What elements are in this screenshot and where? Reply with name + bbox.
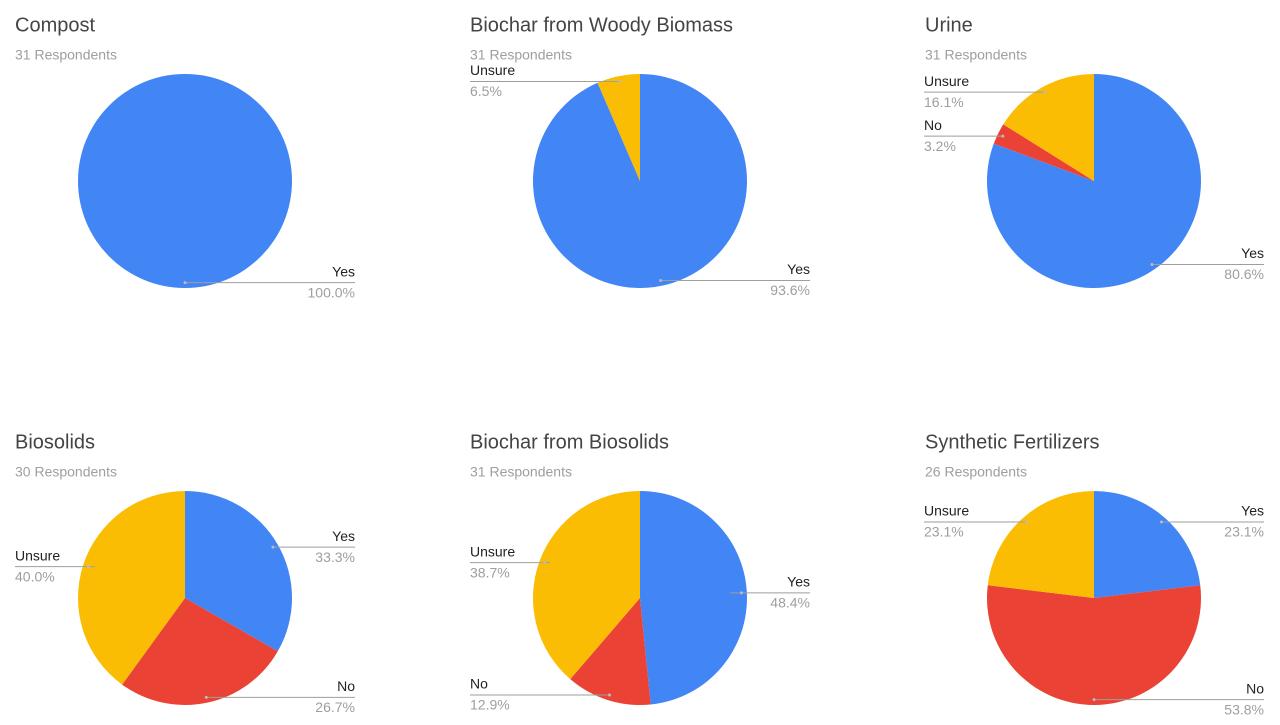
slice-value-label: 23.1% [1224, 524, 1264, 540]
leader-dot [543, 561, 547, 565]
slice-label: Unsure [15, 547, 60, 563]
chart-subtitle: 31 Respondents [925, 47, 1027, 63]
slice-label: Yes [1241, 245, 1264, 261]
slice-label: Unsure [924, 503, 969, 519]
leader-dot [1150, 262, 1154, 266]
pie-slice [993, 124, 1094, 181]
chart-title: Biosolids [15, 431, 95, 453]
slice-value-label: 38.7% [470, 564, 510, 580]
pie-slice [122, 598, 278, 705]
chart-subtitle: 31 Respondents [15, 47, 117, 63]
pie-slice [640, 491, 748, 705]
leader-dot [86, 565, 90, 569]
chart-title: Compost [15, 14, 95, 36]
slice-label: Yes [787, 261, 810, 277]
chart-subtitle: 30 Respondents [15, 464, 117, 480]
pie-slice [77, 491, 185, 685]
pie-slice [987, 585, 1201, 705]
slice-label: Unsure [470, 543, 515, 559]
leader-dot [617, 79, 621, 83]
slice-value-label: 48.4% [770, 595, 810, 611]
leader-dot [271, 545, 275, 549]
slice-label: Yes [787, 574, 810, 590]
chart-title: Urine [925, 14, 973, 36]
chart-subtitle: 26 Respondents [925, 464, 1027, 480]
leader-dot [1001, 134, 1005, 138]
slice-label: Yes [1241, 503, 1264, 519]
chart-title: Biochar from Biosolids [470, 431, 669, 453]
pie-slice [533, 491, 640, 680]
leader-dot [1092, 698, 1096, 702]
leader-dot [659, 279, 663, 283]
slice-value-label: 93.6% [770, 282, 810, 298]
slice-label: No [924, 117, 942, 133]
leader-dot [1025, 520, 1029, 524]
pie-slice [1003, 74, 1094, 181]
slice-label: No [1246, 680, 1264, 696]
slice-value-label: 100.0% [308, 284, 355, 300]
leader-dot [1043, 90, 1047, 94]
slice-label: Unsure [924, 73, 969, 89]
slice-label: Yes [332, 528, 355, 544]
slice-value-label: 33.3% [315, 549, 355, 565]
chart-subtitle: 31 Respondents [470, 464, 572, 480]
slice-value-label: 40.0% [15, 568, 55, 584]
leader-dot [740, 591, 744, 595]
chart-subtitle: 31 Respondents [470, 47, 572, 63]
slice-value-label: 53.8% [1224, 701, 1264, 717]
slice-value-label: 26.7% [315, 699, 355, 715]
chart-title: Synthetic Fertilizers [925, 431, 1100, 453]
chart-title: Biochar from Woody Biomass [470, 14, 733, 36]
pie-slice [987, 491, 1094, 598]
slice-label: No [470, 676, 488, 692]
slice-value-label: 12.9% [470, 697, 510, 713]
pie-slice [78, 74, 292, 288]
slice-label: Unsure [470, 62, 515, 78]
slice-value-label: 80.6% [1224, 266, 1264, 282]
slice-label: No [337, 678, 355, 694]
pie-slice [1094, 491, 1201, 598]
pie-slice [987, 74, 1202, 288]
leader-dot [183, 281, 187, 285]
slice-label: Yes [332, 263, 355, 279]
leader-dot [608, 693, 612, 697]
pie-slice [597, 74, 640, 181]
slice-value-label: 3.2% [924, 138, 956, 154]
slice-value-label: 23.1% [924, 524, 964, 540]
pie-slice [185, 491, 292, 652]
slice-value-label: 6.5% [470, 83, 502, 99]
slice-value-label: 16.1% [924, 94, 964, 110]
leader-dot [204, 695, 208, 699]
leader-dot [1159, 520, 1163, 524]
pie-slice [570, 598, 651, 705]
